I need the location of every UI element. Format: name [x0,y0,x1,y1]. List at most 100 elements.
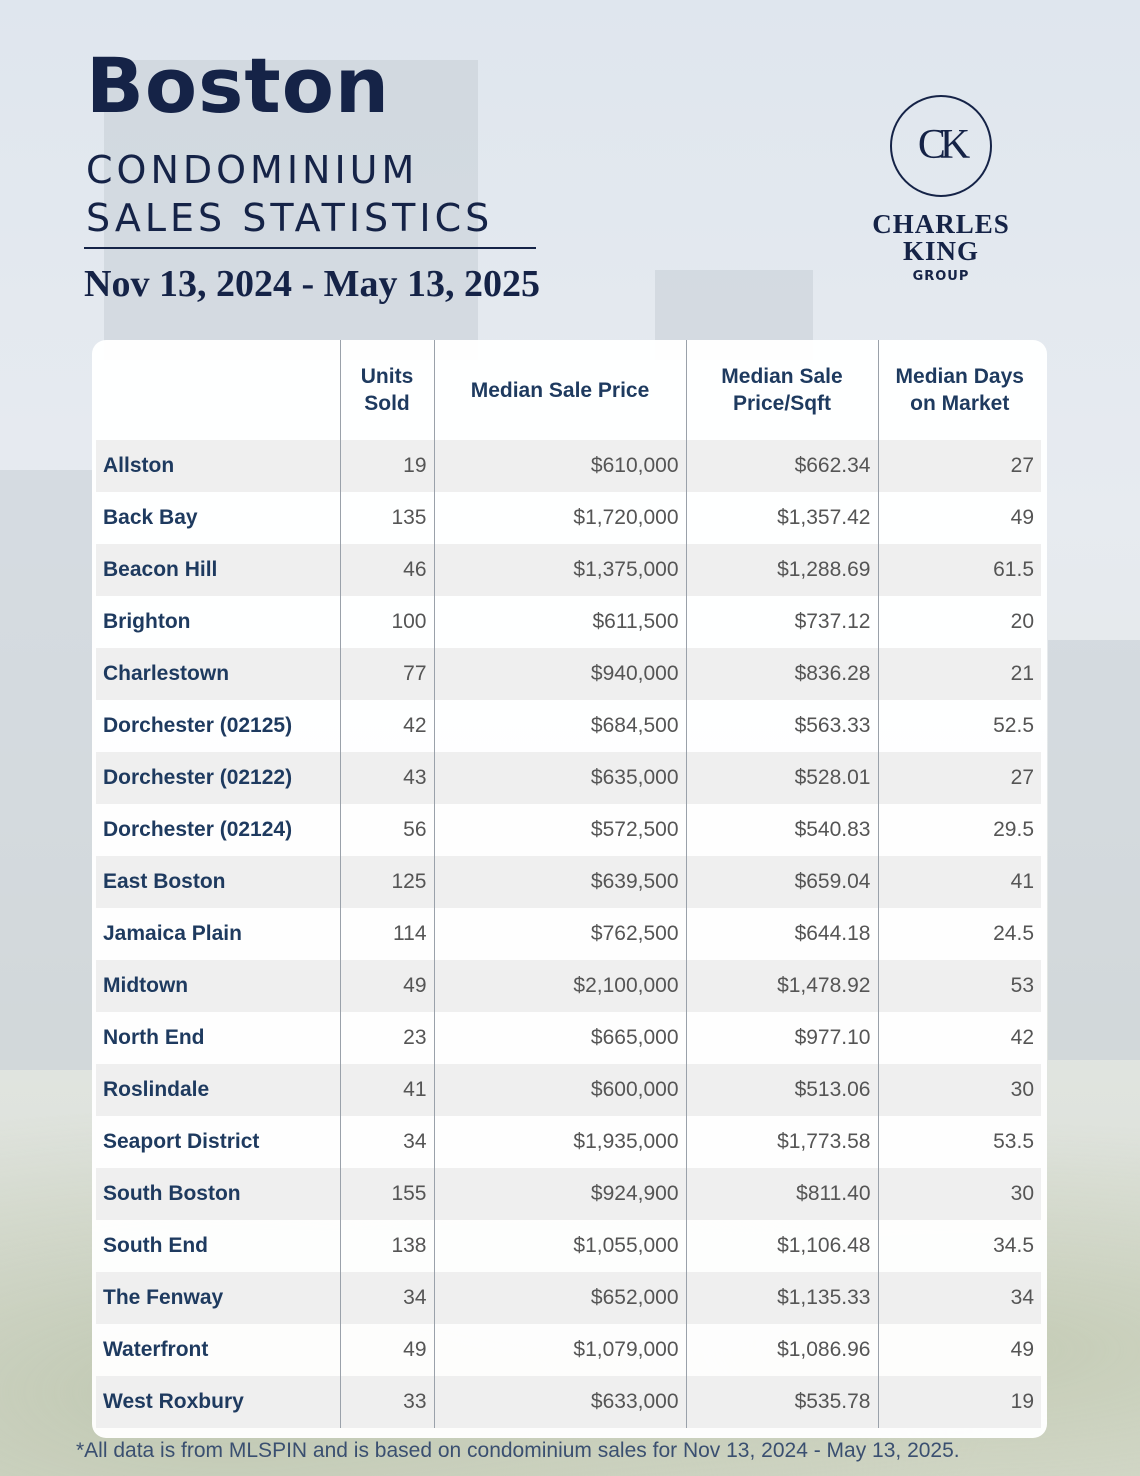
median-sale-price-cell: $924,900 [433,1168,686,1220]
units-sold-cell: 49 [339,960,434,1012]
median-days-cell: 19 [877,1376,1041,1428]
column-header-median-price-sqft: Median Sale Price/Sqft [685,340,878,440]
table-row: Allston 19 $610,000 $662.34 27 [96,440,1041,492]
column-header-median-days: Median Days on Market [877,340,1041,440]
logo-monogram: CK [917,122,970,168]
neighborhood-cell: Midtown [96,960,340,1012]
units-sold-cell: 138 [339,1220,434,1272]
neighborhood-cell: Back Bay [103,506,198,529]
units-sold-cell: 23 [339,1012,434,1064]
median-sale-price-cell: $639,500 [433,856,686,908]
subtitle-line-1: CONDOMINIUM [86,148,419,192]
table-row: Seaport District 34 $1,935,000 $1,773.58 53.… [96,1116,1041,1168]
table-row: South Boston 155 $924,900 $811.40 30 [96,1168,1041,1220]
median-price-sqft-cell: $1,135.33 [685,1272,878,1324]
units-sold-cell: 34 [339,1272,434,1324]
neighborhood-cell: Roslindale [96,1064,340,1116]
median-days-cell: 34 [877,1272,1041,1324]
subtitle-line-2: SALES STATISTICS [86,196,494,240]
table-row: South End 138 $1,055,000 $1,106.48 34.5 [96,1220,1041,1272]
column-header-neighborhood [96,340,340,440]
median-price-sqft-cell: $811.40 [685,1168,878,1220]
median-days-cell: 41 [877,856,1041,908]
median-sale-price-cell: $762,500 [433,908,686,960]
neighborhood-cell: Jamaica Plain [103,922,242,945]
neighborhood-cell: Waterfront [103,1338,209,1361]
neighborhood-cell: South End [103,1234,208,1257]
table-header-row: Units Sold Median Sale Price Median Sale… [96,340,1041,440]
median-days-cell: 24.5 [877,908,1041,960]
median-sale-price-cell: $940,000 [433,648,686,700]
median-sale-price-cell: $1,055,000 [433,1220,686,1272]
median-sale-price-cell: $1,935,000 [433,1116,686,1168]
table-body: Allston 19 $610,000 $662.34 27 Back Bay 135 $1,… [96,440,1041,1428]
neighborhood-cell: Charlestown [96,648,340,700]
units-sold-cell: 46 [339,544,434,596]
median-price-sqft-cell: $513.06 [685,1064,878,1116]
median-price-sqft-cell: $1,106.48 [685,1220,878,1272]
units-sold-cell: 56 [339,804,434,856]
neighborhood-cell: Seaport District [103,1130,260,1153]
neighborhood-cell: Dorchester (02122) [96,752,340,804]
neighborhood-cell: Dorchester (02124) [103,818,293,841]
median-days-cell: 20 [877,596,1041,648]
page-title: Boston [86,41,391,130]
median-days-cell: 29.5 [877,804,1041,856]
table-row: Midtown 49 $2,100,000 $1,478.92 53 [96,960,1041,1012]
median-days-cell: 52.5 [877,700,1041,752]
table-row: Roslindale 41 $600,000 $513.06 30 [96,1064,1041,1116]
median-price-sqft-cell: $977.10 [685,1012,878,1064]
median-days-cell: 30 [877,1064,1041,1116]
median-sale-price-cell: $652,000 [433,1272,686,1324]
median-price-sqft-cell: $737.12 [685,596,878,648]
neighborhood-cell: South Boston [96,1168,340,1220]
neighborhood-cell: East Boston [96,856,340,908]
table-row: Dorchester (02125) 42 $684,500 $563.33 52.5 [96,700,1041,752]
column-header-units-sold: Units Sold [339,340,434,440]
units-sold-cell: 135 [339,492,434,544]
company-logo: CK CHARLES KING GROUP [832,95,1050,284]
median-days-cell: 42 [877,1012,1041,1064]
median-sale-price-cell: $611,500 [433,596,686,648]
median-days-cell: 61.5 [877,544,1041,596]
units-sold-cell: 43 [339,752,434,804]
median-days-cell: 27 [877,440,1041,492]
neighborhood-cell: Allston [96,440,340,492]
median-price-sqft-cell: $535.78 [685,1376,878,1428]
median-days-cell: 53 [877,960,1041,1012]
date-range: Nov 13, 2024 - May 13, 2025 [84,263,540,305]
median-price-sqft-cell: $1,773.58 [685,1116,878,1168]
median-days-cell: 27 [877,752,1041,804]
median-price-sqft-cell: $1,357.42 [685,492,878,544]
median-sale-price-cell: $1,079,000 [433,1324,686,1376]
median-price-sqft-cell: $540.83 [685,804,878,856]
median-sale-price-cell: $2,100,000 [433,960,686,1012]
median-sale-price-cell: $600,000 [433,1064,686,1116]
table-row: Waterfront 49 $1,079,000 $1,086.96 49 [96,1324,1041,1376]
column-header-median-sale-price: Median Sale Price [433,340,686,440]
median-sale-price-cell: $635,000 [433,752,686,804]
table-row: Charlestown 77 $940,000 $836.28 21 [96,648,1041,700]
neighborhood-cell: West Roxbury [96,1376,340,1428]
units-sold-cell: 114 [339,908,434,960]
neighborhood-cell: Beacon Hill [96,544,340,596]
units-sold-cell: 77 [339,648,434,700]
footnote: *All data is from MLSPIN and is based on… [76,1439,960,1462]
median-price-sqft-cell: $1,288.69 [685,544,878,596]
median-price-sqft-cell: $563.33 [685,700,878,752]
median-price-sqft-cell: $644.18 [685,908,878,960]
median-price-sqft-cell: $1,086.96 [685,1324,878,1376]
units-sold-cell: 155 [339,1168,434,1220]
units-sold-cell: 34 [339,1116,434,1168]
table-row: Jamaica Plain 114 $762,500 $644.18 24.5 [96,908,1041,960]
neighborhood-cell: Brighton [103,610,191,633]
median-sale-price-cell: $1,375,000 [433,544,686,596]
median-sale-price-cell: $610,000 [433,440,686,492]
median-price-sqft-cell: $528.01 [685,752,878,804]
units-sold-cell: 42 [339,700,434,752]
units-sold-cell: 41 [339,1064,434,1116]
sales-statistics-table: Units Sold Median Sale Price Median Sale… [96,340,1041,1428]
median-price-sqft-cell: $662.34 [685,440,878,492]
median-price-sqft-cell: $1,478.92 [685,960,878,1012]
median-sale-price-cell: $684,500 [433,700,686,752]
